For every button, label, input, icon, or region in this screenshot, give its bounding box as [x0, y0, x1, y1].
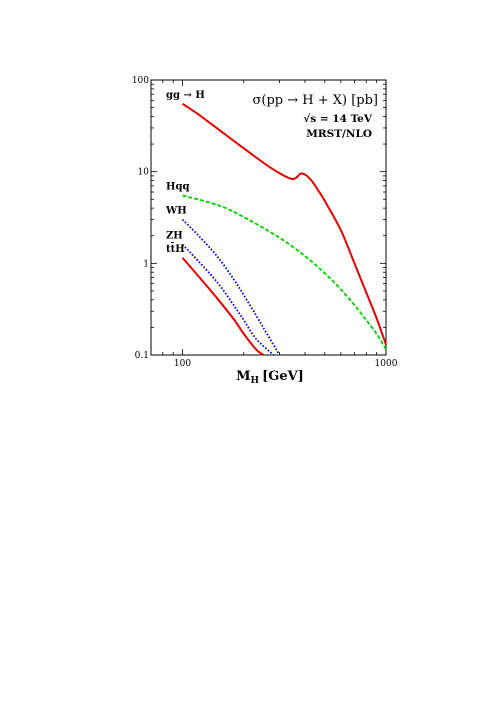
series-line-3 — [181, 243, 275, 356]
chart-title: σ(pp → H + X) [pb] — [253, 93, 379, 108]
plot-frame — [150, 79, 387, 356]
y-tick-label: 0.1 — [135, 351, 149, 361]
series-line-0 — [181, 102, 387, 345]
axis-ticks — [150, 79, 387, 356]
energy-annotation: √s = 14 TeV — [303, 113, 372, 125]
y-tick-label: 1 — [143, 259, 149, 269]
series-label-3: ZH — [166, 231, 183, 242]
series-line-2 — [181, 218, 281, 356]
x-tick-label: 100 — [174, 359, 191, 369]
series-line-1 — [182, 194, 387, 350]
series-line-4 — [181, 257, 265, 356]
x-axis-title-sub: H — [251, 376, 260, 386]
series-label-0: gg → H — [166, 90, 205, 101]
x-axis-title: MH [GeV] — [236, 369, 304, 386]
series-label-4: tt̄H — [166, 243, 185, 255]
x-tick-label: 1000 — [375, 359, 398, 369]
series-layer — [181, 102, 387, 356]
series-label-2: WH — [165, 206, 187, 217]
series-label-1: Hqq — [166, 181, 189, 192]
pdf-annotation: MRST/NLO — [306, 128, 372, 140]
x-axis-title-main: M — [236, 369, 250, 384]
x-axis-title-unit: [GeV] — [262, 369, 304, 384]
y-tick-label: 10 — [138, 168, 150, 178]
y-tick-label: 100 — [132, 76, 149, 86]
